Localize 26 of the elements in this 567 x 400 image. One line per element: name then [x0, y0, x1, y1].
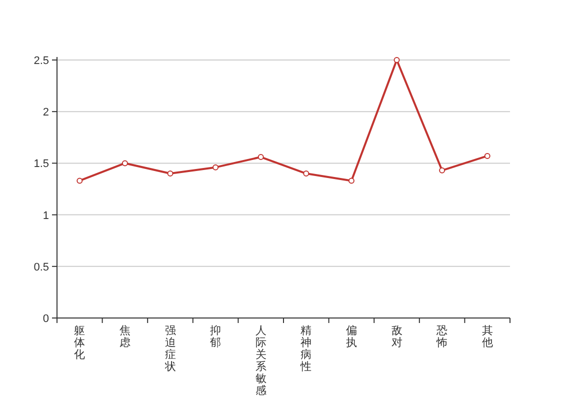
point [439, 167, 446, 174]
point [167, 170, 174, 177]
x-tick-label: 躯体化 [74, 325, 86, 361]
y-tick-label: 1.5 [34, 158, 49, 170]
y-tick-label: 1 [42, 210, 49, 222]
point [76, 178, 83, 184]
y-tick-label: 0.5 [34, 261, 49, 274]
point [348, 178, 354, 184]
point [122, 160, 128, 166]
y-tick-label: 0 [42, 313, 49, 325]
x-tick-label: 偏执 [346, 325, 357, 349]
y-tick-label: 2.5 [34, 55, 49, 67]
point [258, 154, 264, 160]
x-tick-label: 抑郁 [210, 325, 222, 349]
x-tick-label: 其他 [482, 324, 493, 349]
point [212, 164, 219, 170]
point [394, 57, 400, 63]
y-tick-label: 2 [42, 106, 49, 119]
point [303, 170, 310, 177]
x-tick-label: 恐怖 [436, 325, 448, 349]
x-tick-label: 人际关系敏感 [255, 325, 266, 397]
x-tick-label: 焦虑 [119, 325, 130, 349]
x-tick-label: 精神病性 [300, 325, 312, 373]
point [484, 152, 490, 159]
x-tick-label: 强迫症状 [164, 325, 176, 373]
x-tick-label: 敌对 [391, 325, 402, 349]
